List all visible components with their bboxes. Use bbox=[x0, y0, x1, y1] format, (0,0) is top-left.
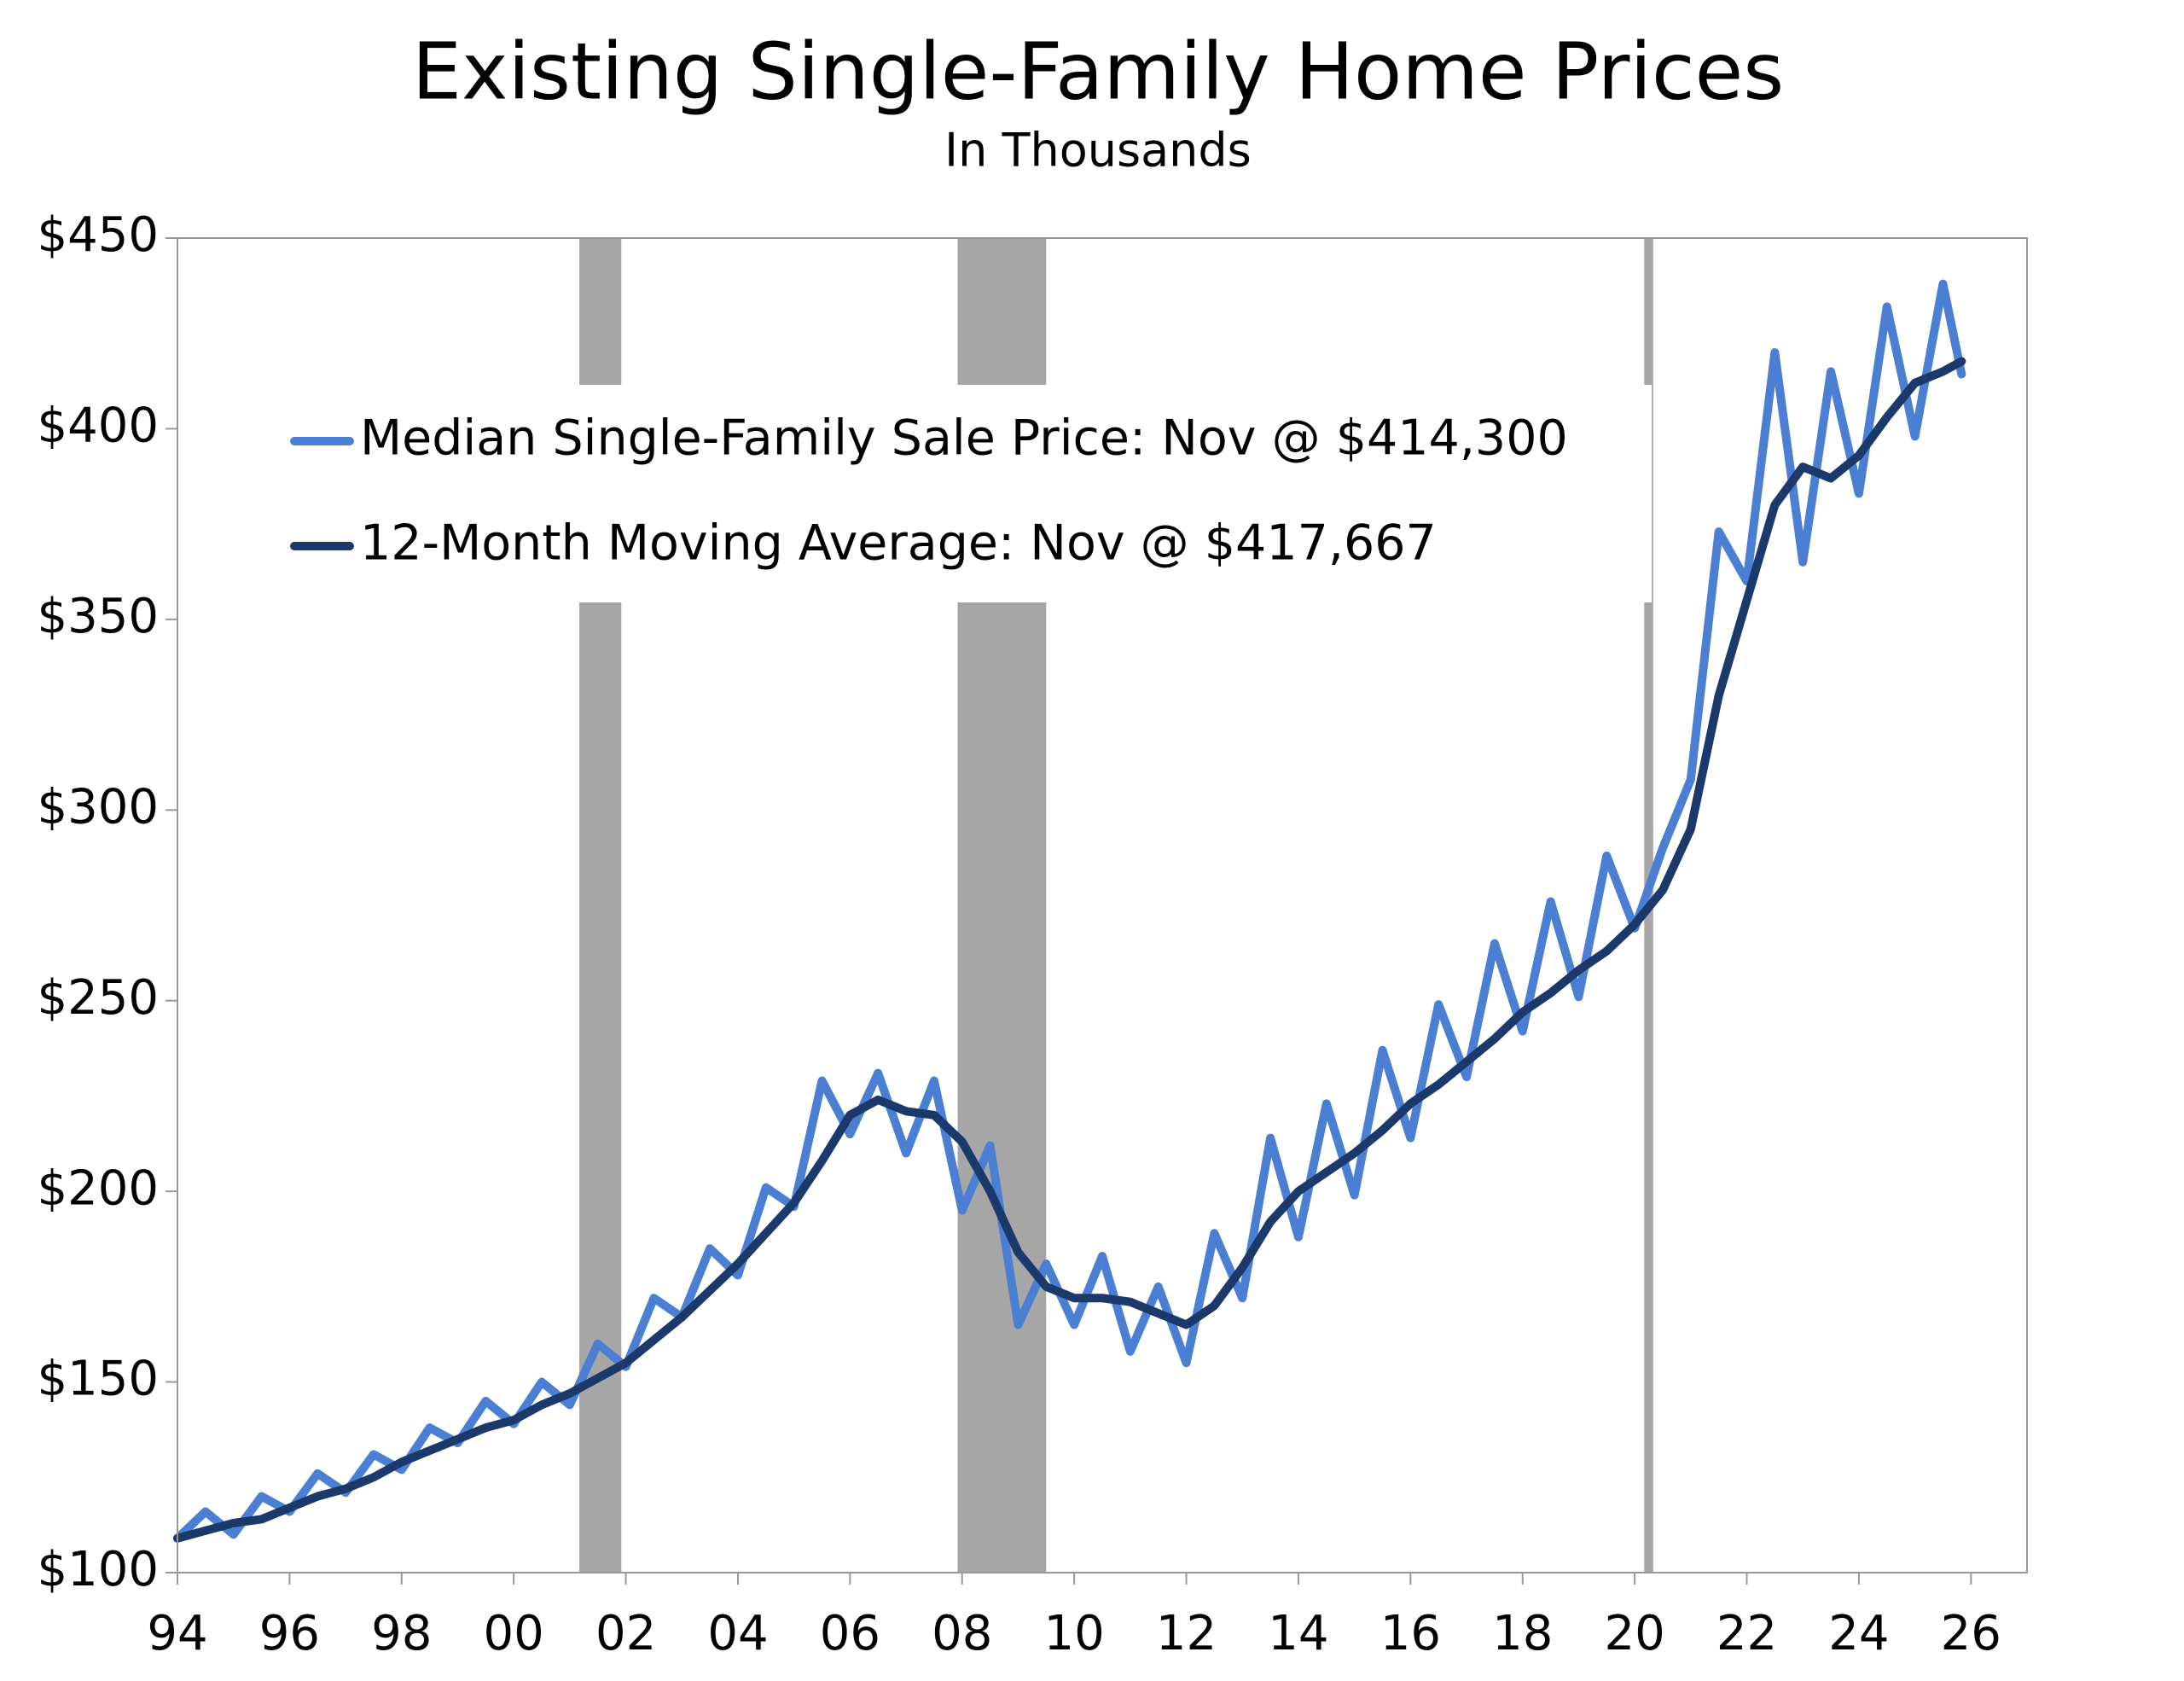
series-line bbox=[173, 279, 1966, 1543]
y-tick-label: $450 bbox=[37, 207, 159, 263]
y-tick-label: $350 bbox=[37, 589, 159, 644]
x-tick-label: 12 bbox=[1156, 1606, 1217, 1661]
x-tick-label: 20 bbox=[1604, 1606, 1664, 1661]
x-tick-label: 08 bbox=[932, 1606, 992, 1661]
chart-subtitle: In Thousands bbox=[944, 124, 1252, 177]
x-tick-label: 14 bbox=[1268, 1606, 1328, 1661]
legend-label: Median Single-Family Sale Price: Nov @ $… bbox=[360, 410, 1568, 467]
x-tick-label: 98 bbox=[371, 1606, 432, 1661]
x-tick-label: 24 bbox=[1828, 1606, 1889, 1661]
x-tick-label: 94 bbox=[147, 1606, 207, 1661]
x-tick-label: 04 bbox=[707, 1606, 768, 1661]
y-tick-label: $100 bbox=[37, 1542, 159, 1597]
x-tick-label: 26 bbox=[1941, 1606, 2001, 1661]
legend: Median Single-Family Sale Price: Nov @ $… bbox=[290, 410, 1568, 572]
series-line bbox=[173, 357, 1966, 1543]
x-tick-label: 06 bbox=[820, 1606, 880, 1661]
line-layer bbox=[173, 279, 1966, 1543]
x-tick-label: 02 bbox=[595, 1606, 656, 1661]
y-tick-label: $300 bbox=[37, 779, 159, 835]
x-tick-label: 00 bbox=[484, 1606, 544, 1661]
x-tick-label: 96 bbox=[259, 1606, 320, 1661]
y-tick-label: $200 bbox=[37, 1160, 159, 1216]
legend-box bbox=[252, 385, 1652, 602]
x-tick-label: 10 bbox=[1044, 1606, 1105, 1661]
y-tick-label: $150 bbox=[37, 1352, 159, 1407]
y-tick-label: $250 bbox=[37, 970, 159, 1026]
chart-title: Existing Single-Family Home Prices bbox=[412, 26, 1784, 117]
plot-frame bbox=[177, 237, 2028, 1573]
x-tick-label: 18 bbox=[1492, 1606, 1553, 1661]
x-tick-label: 16 bbox=[1380, 1606, 1441, 1661]
axis-layer: $100 $150 $200 $250 $300 $350 $400 $450 94 96 98 00… bbox=[37, 207, 2001, 1661]
legend-label: 12-Month Moving Average: Nov @ $417,667 bbox=[360, 515, 1437, 572]
y-tick-label: $400 bbox=[37, 398, 159, 454]
x-tick-label: 22 bbox=[1716, 1606, 1777, 1661]
